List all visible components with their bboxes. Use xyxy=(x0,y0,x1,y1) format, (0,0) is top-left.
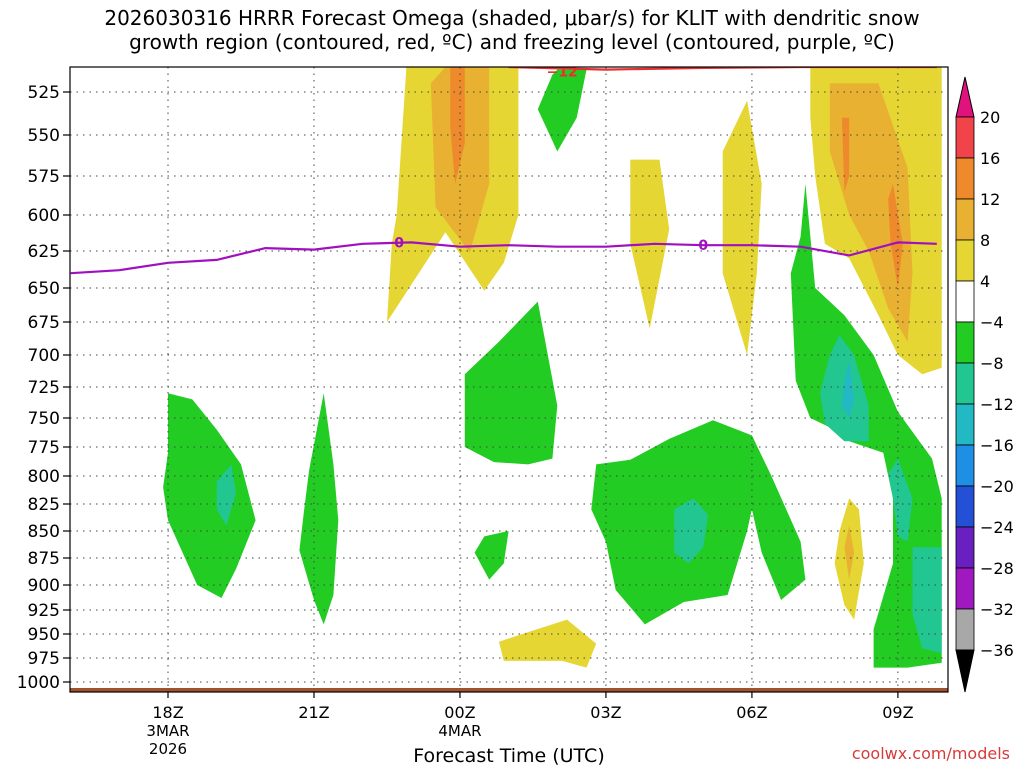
x-tick-date-18Z: 3MAR xyxy=(146,722,189,740)
dgz-minus12-line xyxy=(508,67,937,71)
colorbar-label-5: −4 xyxy=(980,313,1004,332)
colorbar-band-3 xyxy=(955,239,975,282)
colorbar-band-2 xyxy=(955,198,975,241)
y-tick-label-650: 650 xyxy=(28,279,60,299)
omega-region-8 xyxy=(498,619,597,668)
omega-region-16 xyxy=(841,361,855,418)
colorbar-band-7 xyxy=(955,403,975,446)
y-tick-label-725: 725 xyxy=(28,378,60,398)
x-tick-label-21Z: 21Z xyxy=(298,703,329,722)
colorbar-band-11 xyxy=(955,567,975,610)
omega-region-18 xyxy=(912,547,942,654)
colorbar-band-8 xyxy=(955,444,975,487)
y-tick-label-925: 925 xyxy=(28,601,60,621)
y-tick-label-550: 550 xyxy=(28,126,60,146)
omega-region-24 xyxy=(888,183,903,288)
y-tick-label-900: 900 xyxy=(28,576,60,596)
colorbar-label-8: −16 xyxy=(980,436,1014,455)
x-tick-label-18Z: 18Z xyxy=(152,703,183,722)
dgz-label: −12 xyxy=(547,64,578,80)
omega-region-2 xyxy=(450,67,465,184)
omega-region-6 xyxy=(464,301,558,465)
colorbar-label-7: −12 xyxy=(980,395,1014,414)
y-tick-label-700: 700 xyxy=(28,346,60,366)
omega-region-11 xyxy=(299,393,339,625)
y-tick-label-525: 525 xyxy=(28,83,60,103)
x-tick-label-06Z: 06Z xyxy=(736,703,767,722)
y-tick-label-750: 750 xyxy=(28,409,60,429)
x-tick-label-00Z: 00Z xyxy=(444,703,475,722)
x-axis-label: Forecast Time (UTC) xyxy=(413,745,605,767)
x-tick-label-03Z: 03Z xyxy=(590,703,621,722)
colorbar-band-5 xyxy=(955,321,975,364)
colorbar-label-3: 8 xyxy=(980,231,990,250)
y-tick-label-775: 775 xyxy=(28,438,60,458)
surface-terrain xyxy=(70,688,948,692)
y-tick-label-575: 575 xyxy=(28,167,60,187)
colorbar-label-0: 20 xyxy=(980,108,1000,127)
y-tick-label-1000: 1000 xyxy=(17,673,60,693)
freezing-level-line xyxy=(70,241,937,275)
colorbar-band-6 xyxy=(955,362,975,405)
y-tick-label-825: 825 xyxy=(28,495,60,515)
y-tick-label-625: 625 xyxy=(28,242,60,262)
y-tick-label-600: 600 xyxy=(28,206,60,226)
omega-region-13 xyxy=(674,498,709,564)
colorbar-label-10: −24 xyxy=(980,518,1014,537)
chart-title-line-2: growth region (contoured, red, ºC) and f… xyxy=(129,30,895,54)
colorbar-label-4: 4 xyxy=(980,272,990,291)
plot-frame xyxy=(69,66,949,693)
chart-title: 2026030316 HRRR Forecast Omega (shaded, … xyxy=(0,6,1024,54)
colorbar-label-9: −20 xyxy=(980,477,1014,496)
y-tick-label-950: 950 xyxy=(28,625,60,645)
colorbar-band-10 xyxy=(955,526,975,569)
colorbar-under-arrow xyxy=(955,649,975,693)
colorbar-label-1: 16 xyxy=(980,149,1000,168)
colorbar-label-11: −28 xyxy=(980,559,1014,578)
y-tick-label-975: 975 xyxy=(28,649,60,669)
omega-region-5 xyxy=(722,100,762,355)
omega-region-17 xyxy=(888,458,913,542)
freezing-level-label-2: 0 xyxy=(698,238,708,254)
omega-region-9 xyxy=(163,393,256,598)
chart-title-line-1: 2026030316 HRRR Forecast Omega (shaded, … xyxy=(104,6,920,30)
colorbar-band-12 xyxy=(955,608,975,651)
site-credit: coolwx.com/models xyxy=(851,744,1010,763)
colorbar-band-1 xyxy=(955,157,975,200)
colorbar-over-arrow xyxy=(955,76,975,118)
omega-region-22 xyxy=(829,83,913,342)
omega-region-7 xyxy=(474,531,509,580)
y-tick-label-850: 850 xyxy=(28,522,60,542)
colorbar-label-6: −8 xyxy=(980,354,1004,373)
x-tick-label-09Z: 09Z xyxy=(882,703,913,722)
colorbar-label-12: −32 xyxy=(980,600,1014,619)
x-tick-year-18Z: 2026 xyxy=(149,740,187,758)
y-tick-label-675: 675 xyxy=(28,313,60,333)
colorbar-label-2: 12 xyxy=(980,190,1000,209)
freezing-level-label-1: 0 xyxy=(394,235,404,251)
y-tick-label-800: 800 xyxy=(28,467,60,487)
omega-region-3 xyxy=(537,69,587,152)
colorbar-label-13: −36 xyxy=(980,641,1014,660)
omega-region-10 xyxy=(216,464,237,526)
y-tick-label-875: 875 xyxy=(28,549,60,569)
colorbar-band-4 xyxy=(955,280,975,323)
colorbar-band-0 xyxy=(955,116,975,159)
colorbar-band-9 xyxy=(955,485,975,528)
omega-region-20 xyxy=(844,525,855,580)
omega-region-23 xyxy=(841,117,850,192)
x-tick-date-00Z: 4MAR xyxy=(438,722,481,740)
